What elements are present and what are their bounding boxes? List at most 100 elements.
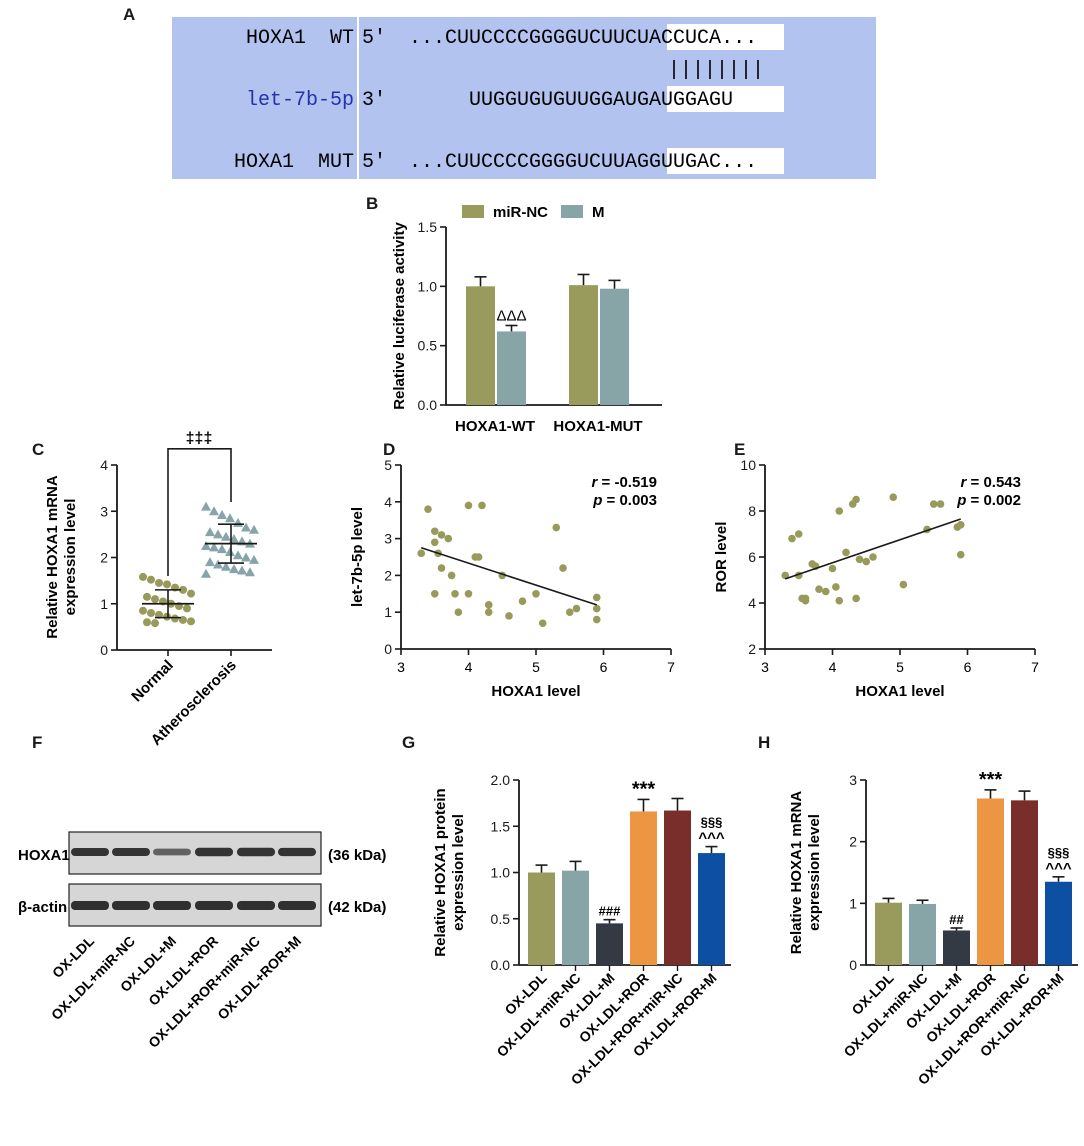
chart-d-point: [430, 538, 439, 547]
chart-h-bar: [1045, 881, 1072, 965]
chart-c-point: [225, 546, 235, 556]
hoxa1-mut-label: HOXA1 MUT: [234, 151, 354, 174]
mirna-prime: 3': [362, 89, 386, 112]
chart-e-x-tick-label: 7: [1031, 659, 1039, 675]
hoxa1-wt-label: HOXA1 WT: [246, 27, 354, 50]
chart-d-point: [464, 501, 473, 510]
chart-e-y-tick-label: 2: [748, 641, 756, 657]
chart-b-y-label: Relative luciferase activity: [391, 222, 408, 410]
chart-c-point: [171, 614, 179, 623]
chart-c-point: [205, 527, 215, 537]
hoxa1-mut-seq-plain: ...CUUCCCCGGGGUCUU: [409, 151, 625, 174]
chart-h-y-tick-label: 3: [849, 772, 857, 788]
hoxa1-mut-seq-site: AGGUUGAC: [625, 151, 721, 174]
chart-d-point: [444, 534, 453, 543]
chart-c-point: [183, 604, 191, 613]
blot-band-beta-actin: [237, 901, 275, 910]
chart-d-point: [572, 604, 581, 613]
mirna-seq-plain: UUGGUGUGUUGGAU: [469, 89, 637, 112]
chart-h-significance: §§§: [1048, 845, 1070, 860]
chart-d-point: [518, 597, 527, 605]
chart-g-y-tick-label: 1.0: [491, 865, 511, 881]
chart-e-point: [862, 557, 871, 566]
chart-b-y-label-line: Relative luciferase activity: [391, 222, 408, 410]
chart-c-point: [209, 506, 219, 516]
chart-d-x-tick-label: 6: [600, 659, 608, 675]
chart-d-x-label: HOXA1 level: [491, 683, 580, 700]
chart-c-point: [163, 612, 171, 621]
chart-c-y-label: Relative HOXA1 mRNAexpression level: [44, 475, 79, 639]
chart-b-significance: ΔΔΔ: [496, 307, 526, 324]
blot-band-beta-actin: [71, 901, 109, 910]
chart-d-y-tick-label: 1: [384, 604, 392, 620]
chart-c-point: [241, 552, 251, 562]
chart-e-x-tick-label: 6: [964, 659, 972, 675]
blot-lane-labels: OX-LDLOX-LDL+miR-NCOX-LDL+MOX-LDL+ROROX-…: [48, 932, 304, 1050]
chart-d-point: [437, 531, 446, 539]
chart-e-y-tick-label: 8: [748, 503, 756, 519]
chart-c-point: [201, 568, 211, 578]
chart-d-point: [437, 564, 446, 572]
chart-b-x-tick-label: HOXA1-MUT: [553, 418, 642, 435]
chart-h-y-label-line: Relative HOXA1 mRNA: [788, 791, 805, 955]
chart-d-point: [454, 608, 463, 616]
chart-e-r-symbol: r: [961, 474, 968, 491]
hoxa1-wt-seq: ...CUUCCCCGGGGUCUUCUACCUCA...: [409, 27, 757, 50]
chart-e-point: [852, 594, 860, 603]
chart-e-y-label: ROR level: [713, 522, 730, 593]
chart-b-bar: [497, 331, 526, 405]
chart-c-y-tick-label: 1: [100, 596, 108, 612]
hoxa1-wt-seq-tail: ...: [721, 27, 757, 50]
chart-e-regression-line: [784, 518, 962, 580]
chart-c-y-label-line: Relative HOXA1 mRNA: [44, 475, 61, 639]
blot-band-beta-actin: [153, 901, 191, 910]
chart-c-point: [233, 550, 243, 560]
chart-c-point: [187, 589, 195, 598]
panel-letter-d: D: [383, 440, 396, 459]
chart-h-bar: [1011, 800, 1038, 965]
panel-letter-g: G: [402, 733, 416, 752]
chart-e-y-tick-label: 4: [748, 595, 756, 611]
chart-c-point: [151, 595, 159, 604]
chart-d-r-value: r = -0.519: [592, 474, 657, 491]
chart-d-p-value: p = 0.003: [592, 492, 657, 509]
chart-c-point: [155, 578, 163, 587]
chart-c-point: [249, 524, 259, 534]
chart-e-point: [889, 493, 898, 502]
blot-band-beta-actin: [112, 901, 150, 910]
chart-e-point: [936, 500, 945, 508]
chart-b-y-tick-label: 1.0: [418, 278, 438, 294]
chart-h-bar: [909, 903, 936, 965]
chart-e-r-number: = 0.543: [966, 474, 1021, 491]
chart-c-y-label-line: expression level: [62, 499, 79, 616]
band-size-hoxa1: (36 kDa): [328, 847, 386, 864]
chart-e-point: [788, 534, 796, 543]
chart-c-y-tick-label: 3: [100, 503, 108, 519]
chart-h-y-tick-label: 2: [849, 834, 857, 850]
chart-e-point: [815, 585, 823, 593]
chart-d-point: [447, 571, 456, 580]
blot-band-hoxa1: [153, 848, 191, 856]
chart-b-legend-swatch: [561, 205, 583, 218]
chart-c-point: [139, 606, 147, 615]
chart-c-point: [241, 522, 251, 532]
chart-h-bar: [977, 798, 1004, 965]
chart-d-r-number: = -0.519: [597, 474, 657, 491]
chart-h-y-tick-label: 0: [849, 957, 857, 973]
chart-d-point: [565, 608, 574, 616]
chart-h-y-tick-label: 1: [849, 895, 857, 911]
chart-g-bar: [664, 810, 691, 965]
panel-letter-h: H: [758, 733, 771, 752]
chart-h-y-label: Relative HOXA1 mRNAexpression level: [788, 791, 823, 955]
chart-e-x-label: HOXA1 level: [855, 683, 944, 700]
chart-e-x-tick-label: 3: [761, 659, 769, 675]
chart-h-bar: [875, 902, 902, 965]
chart-c-point: [151, 619, 159, 628]
band-size-beta-actin: (42 kDa): [328, 899, 386, 916]
chart-g-y-tick-label: 0.5: [491, 911, 511, 927]
mirna-seq-seed: GAUGGAGU: [637, 89, 733, 112]
chart-c-point: [139, 572, 147, 581]
chart-c-significance: ‡‡‡: [186, 430, 213, 447]
hoxa1-mut-seq-tail: ...: [721, 151, 757, 174]
